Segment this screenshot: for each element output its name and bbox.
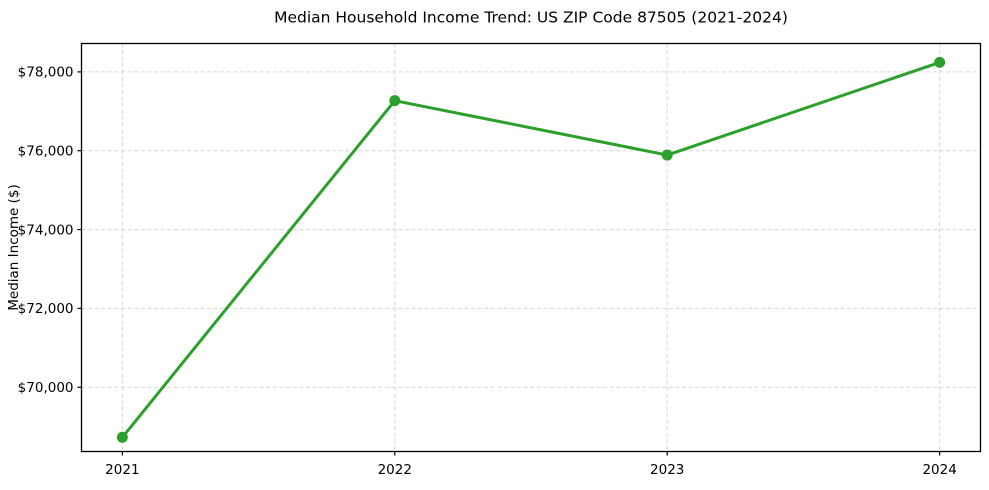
data-point-2024 [934, 56, 946, 68]
y-tick-label: $72,000 [18, 301, 74, 317]
gridlines [81, 43, 981, 452]
data-point-2022 [389, 95, 401, 107]
plot-area [116, 56, 946, 443]
plot-frame [80, 42, 982, 453]
data-point-2023 [661, 149, 673, 161]
x-tick-label: 2022 [378, 462, 412, 478]
x-tick-label: 2021 [105, 462, 139, 478]
data-point-2021 [116, 431, 128, 443]
x-tick-label: 2023 [650, 462, 684, 478]
x-tick-label: 2024 [922, 462, 956, 478]
y-tick-label: $76,000 [18, 144, 74, 160]
income-trend-line [120, 60, 942, 439]
y-tick-label: $78,000 [18, 65, 74, 81]
axes: $70,000 $72,000 $74,000 $76,000 $78,000 2021 2… [18, 42, 982, 478]
y-axis-label: Median Income ($) [6, 184, 22, 310]
y-tick-label: $74,000 [18, 222, 74, 238]
chart-title: Median Household Income Trend: US ZIP Co… [274, 9, 788, 27]
y-tick-label: $70,000 [18, 380, 74, 396]
